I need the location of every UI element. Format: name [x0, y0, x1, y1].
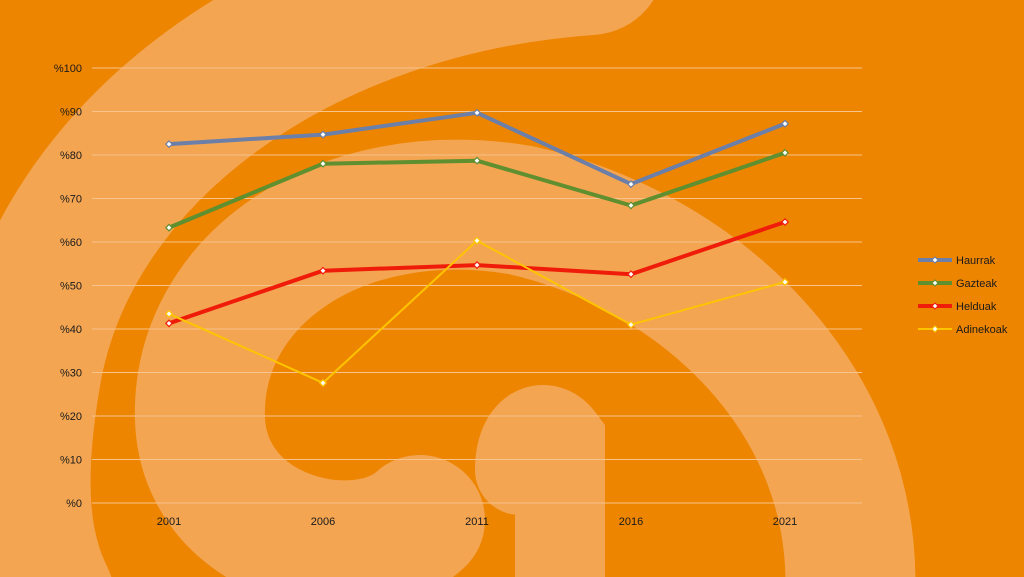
data-point-haurrak — [164, 140, 174, 149]
data-point-haurrak — [318, 130, 328, 139]
data-point-adinekoak — [472, 236, 482, 245]
series-haurrak — [164, 108, 790, 189]
series-adinekoak — [164, 236, 790, 387]
y-tick-label: %30 — [60, 368, 82, 380]
data-point-haurrak — [472, 108, 482, 117]
data-point-helduak — [472, 261, 482, 270]
data-point-gazteak — [472, 156, 482, 165]
data-point-adinekoak — [780, 277, 790, 287]
data-point-helduak — [318, 266, 328, 275]
legend-swatch-marker — [931, 325, 939, 333]
x-tick-label: 2016 — [619, 516, 643, 528]
x-tick-label: 2001 — [157, 516, 181, 528]
x-tick-label: 2021 — [773, 516, 797, 528]
legend-label: Helduak — [956, 301, 997, 313]
data-point-gazteak — [318, 159, 328, 168]
y-axis-tick-labels: %0 %10 %20 %30 %40 %50 %60 %70 %80 %90 %100 — [54, 63, 82, 510]
y-tick-label: %70 — [60, 194, 82, 206]
data-point-gazteak — [626, 201, 636, 210]
data-point-adinekoak — [164, 309, 174, 318]
legend: Haurrak Gazteak Helduak Adinekoak — [918, 255, 1008, 336]
data-point-gazteak — [780, 148, 790, 157]
swirl-outer-band — [0, 0, 654, 577]
legend-entry-haurrak: Haurrak — [918, 255, 996, 267]
data-point-adinekoak — [626, 320, 636, 329]
data-point-adinekoak — [318, 378, 328, 387]
y-tick-label: %80 — [60, 150, 82, 162]
swirl-tail — [475, 385, 605, 577]
y-tick-label: %100 — [54, 63, 82, 75]
data-series — [164, 108, 790, 387]
legend-label: Adinekoak — [956, 324, 1008, 336]
y-tick-label: %50 — [60, 281, 82, 293]
y-tick-label: %0 — [66, 498, 82, 510]
x-tick-label: 2011 — [465, 516, 489, 528]
y-tick-label: %40 — [60, 324, 82, 336]
background-swirl-decoration — [0, 0, 916, 577]
y-tick-label: %60 — [60, 237, 82, 249]
swirl-inner-band — [134, 139, 916, 577]
y-tick-label: %10 — [60, 455, 82, 467]
legend-entry-gazteak: Gazteak — [918, 278, 997, 290]
data-point-haurrak — [780, 119, 790, 128]
x-axis-tick-labels: 2001 2006 2011 2016 2021 — [157, 516, 797, 528]
legend-label: Haurrak — [956, 255, 996, 267]
y-tick-label: %20 — [60, 411, 82, 423]
legend-label: Gazteak — [956, 278, 997, 290]
series-gazteak — [164, 148, 790, 232]
y-tick-label: %90 — [60, 107, 82, 119]
data-point-helduak — [164, 319, 174, 328]
series-helduak — [164, 217, 790, 328]
legend-swatch-marker — [931, 302, 939, 310]
legend-entry-adinekoak: Adinekoak — [918, 324, 1008, 336]
data-point-gazteak — [164, 223, 174, 232]
legend-entry-helduak: Helduak — [918, 301, 997, 313]
legend-swatch-marker — [931, 256, 939, 264]
data-point-helduak — [780, 217, 790, 227]
legend-swatch-marker — [931, 279, 939, 287]
data-point-haurrak — [626, 180, 636, 189]
x-tick-label: 2006 — [311, 516, 335, 528]
data-point-helduak — [626, 270, 636, 279]
